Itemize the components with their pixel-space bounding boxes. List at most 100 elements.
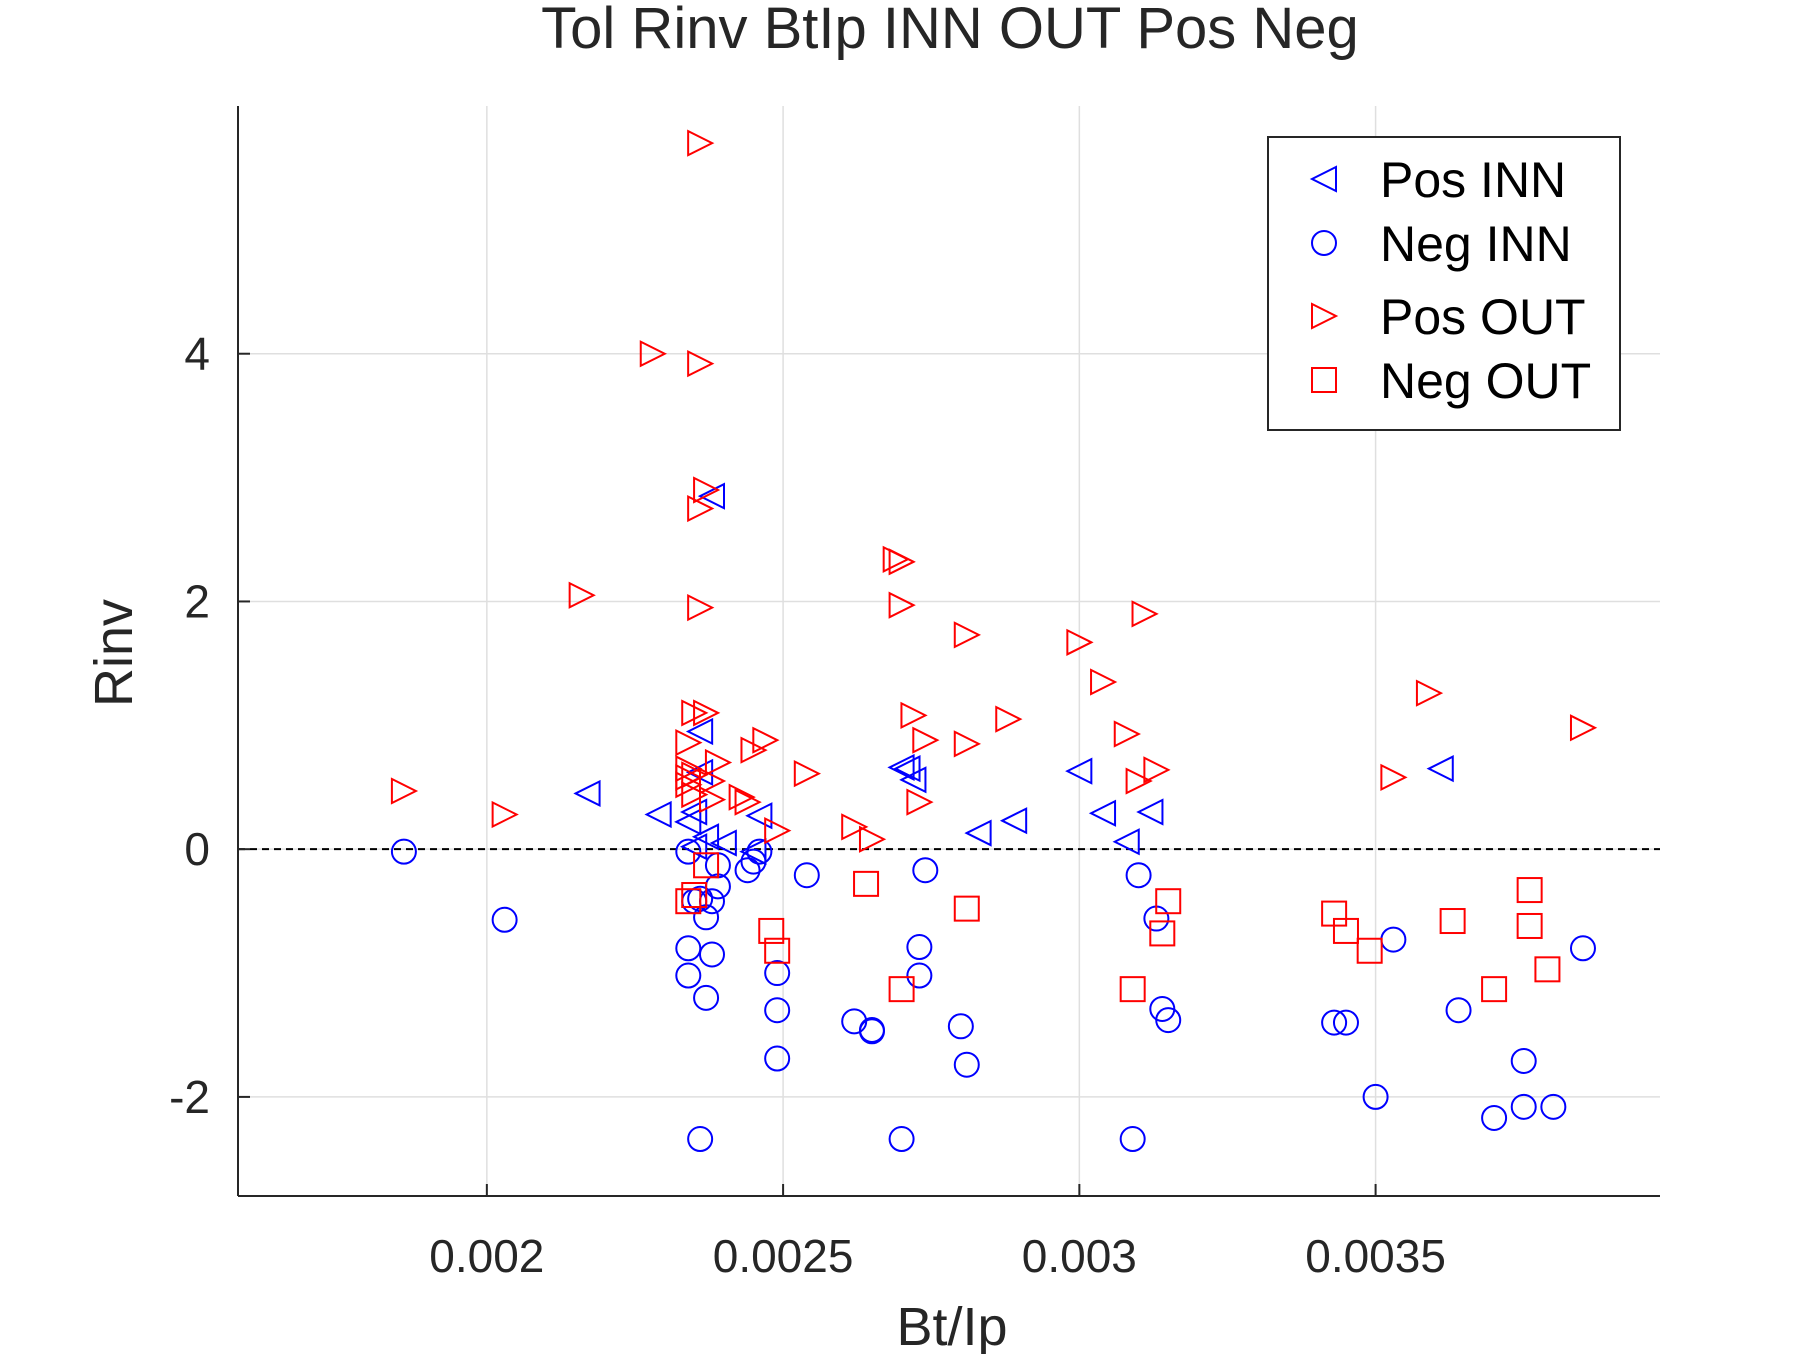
data-point [390, 777, 419, 805]
data-point [1125, 767, 1153, 795]
data-point [1149, 920, 1176, 947]
data-point [893, 755, 921, 783]
data-point [752, 726, 780, 754]
legend-entry: Pos OUT [1311, 289, 1586, 345]
data-point [858, 825, 887, 853]
data-point [858, 1018, 885, 1045]
data-point [841, 813, 869, 841]
data-point [728, 783, 756, 811]
legend-entry: Neg OUT [1311, 353, 1591, 409]
y-tick-label: 0 [184, 823, 210, 875]
data-point [681, 781, 709, 809]
x-tick-label: 0.002 [429, 1230, 544, 1282]
data-point [906, 788, 934, 816]
data-point [1155, 888, 1182, 915]
data-point [1481, 1104, 1508, 1131]
data-point [1439, 908, 1466, 935]
data-point [746, 838, 773, 865]
data-point [899, 766, 927, 794]
data-point [1125, 862, 1152, 889]
data-point [1426, 755, 1454, 783]
legend-marker [1311, 302, 1339, 330]
data-point [568, 581, 596, 609]
data-point [1066, 628, 1094, 656]
x-tick-label: 0.0035 [1305, 1230, 1446, 1282]
legend-label: Pos INN [1380, 152, 1566, 208]
data-point [691, 823, 720, 851]
series-pos-out [390, 129, 1598, 853]
data-point [1569, 935, 1596, 962]
data-point [390, 838, 417, 865]
y-axis-label: Rinv [84, 599, 144, 707]
data-point [693, 984, 720, 1011]
data-point [1155, 1007, 1182, 1034]
data-point [764, 1045, 791, 1072]
data-point [644, 800, 672, 829]
data-point [1088, 799, 1117, 827]
data-point [953, 895, 980, 922]
data-point [1143, 756, 1171, 784]
data-point [699, 786, 727, 814]
data-point [491, 906, 518, 933]
data-point [687, 129, 715, 157]
data-point [709, 829, 737, 857]
data-point [999, 807, 1028, 835]
data-point [1534, 956, 1561, 983]
data-point [888, 1126, 915, 1153]
y-tick-label: 4 [184, 328, 210, 380]
legend-label: Neg INN [1380, 216, 1572, 272]
data-point [853, 870, 880, 897]
legend: Pos INN Neg INN Pos OUT Neg OUT [1267, 136, 1621, 431]
data-point [699, 941, 725, 968]
legend-entry: Pos INN [1309, 152, 1566, 208]
data-point [687, 494, 715, 523]
legend-label: Neg OUT [1380, 353, 1591, 409]
data-point [1415, 679, 1444, 707]
data-point [906, 934, 933, 961]
data-point [764, 997, 791, 1024]
data-point [1540, 1093, 1567, 1120]
data-point [1332, 1009, 1359, 1036]
data-point [793, 760, 822, 788]
data-point [1136, 798, 1164, 826]
data-point [699, 767, 727, 795]
data-point [953, 621, 982, 649]
x-tick-label: 0.003 [1022, 1230, 1137, 1282]
data-point [1569, 714, 1598, 742]
data-point [900, 701, 928, 730]
legend-marker [1311, 230, 1337, 256]
data-point [675, 729, 703, 757]
data-point [739, 838, 767, 866]
data-point [675, 771, 703, 799]
y-tick-label: -2 [169, 1071, 210, 1123]
chart-title: Tol Rinv BtIp INN OUT Pos Neg [541, 0, 1359, 61]
data-point [1065, 757, 1093, 785]
data-point [1362, 1083, 1389, 1110]
data-point [687, 594, 715, 622]
data-point [681, 761, 709, 789]
x-tick-label: 0.0025 [713, 1230, 854, 1282]
data-point [1380, 763, 1408, 791]
data-point [1119, 1126, 1146, 1153]
data-point [964, 819, 992, 847]
data-point [1112, 828, 1140, 856]
tick-labels: 0.002 0.0025 0.003 0.0035 -2 0 2 4 [169, 328, 1446, 1282]
data-point [745, 802, 773, 830]
data-point [1516, 877, 1543, 904]
data-point [1090, 668, 1118, 696]
data-point [888, 591, 916, 619]
data-point [675, 838, 702, 865]
data-point [681, 882, 708, 909]
data-point [1119, 976, 1146, 1003]
data-points [390, 129, 1598, 1153]
legend-marker [1309, 165, 1337, 193]
data-point [687, 350, 715, 378]
data-point [1510, 1093, 1537, 1120]
data-point [491, 800, 519, 829]
data-point [793, 862, 820, 889]
data-point [675, 888, 702, 915]
data-point [679, 798, 708, 826]
data-point [639, 340, 667, 368]
series-neg-out [675, 852, 1561, 1003]
